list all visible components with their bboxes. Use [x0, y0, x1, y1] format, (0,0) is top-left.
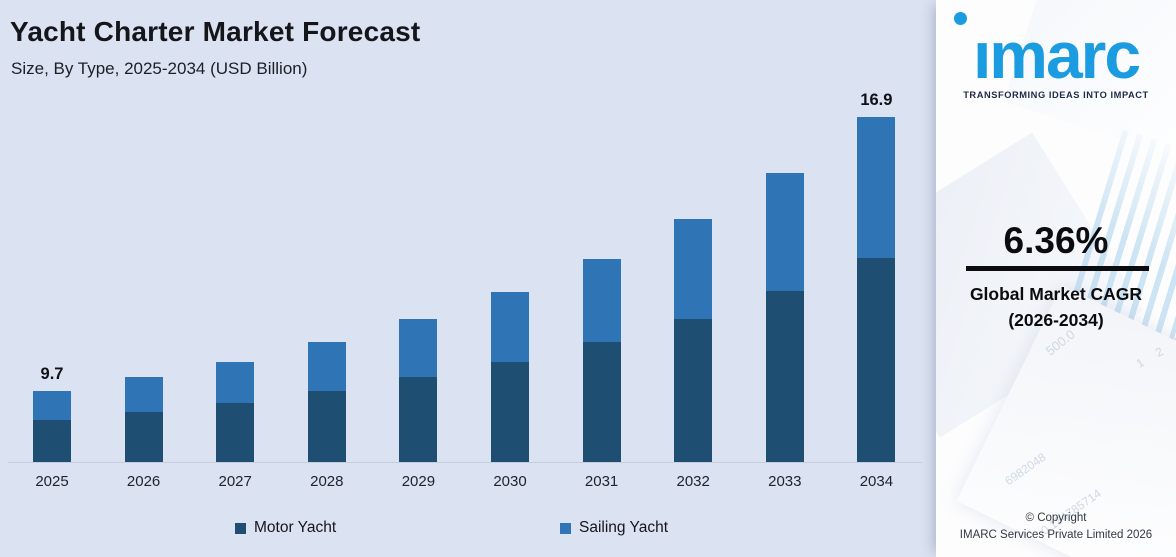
cagr-value: 6.36% [1003, 220, 1109, 261]
bar-2034-sailing-yacht-segment [857, 117, 896, 258]
x-axis-label-2031: 2031 [584, 473, 619, 490]
copyright-line1: © Copyright [1025, 512, 1087, 524]
bar-value-label-2025: 9.7 [40, 365, 64, 383]
sailing-yacht-swatch-icon [560, 522, 571, 534]
x-axis-label-2027: 2027 [218, 473, 252, 490]
bar-2025-motor-yacht-segment [33, 420, 71, 462]
x-axis-label-2029: 2029 [401, 473, 436, 490]
bar-value-label-2034: 16.9 [860, 91, 893, 109]
bar-2032-sailing-yacht-segment [674, 219, 713, 319]
bar-2029-sailing-yacht-segment [399, 319, 438, 377]
bar-2027-motor-yacht-segment [216, 403, 255, 462]
bar-2028-motor-yacht-segment [307, 391, 346, 462]
x-axis-label-2032: 2032 [676, 473, 710, 490]
legend-label: Sailing Yacht [579, 519, 669, 536]
bar-2030-sailing-yacht-segment [491, 292, 529, 362]
bar-2031-sailing-yacht-segment [582, 259, 621, 342]
bar-2033-sailing-yacht-segment [765, 173, 804, 291]
x-axis-label-2030: 2030 [493, 473, 527, 490]
bar-2028-sailing-yacht-segment [307, 342, 346, 391]
legend-item-motor-yacht: Motor Yacht [235, 519, 336, 537]
bar-2031-motor-yacht-segment [582, 342, 621, 462]
page-title: Yacht Charter Market Forecast [10, 16, 421, 47]
legend-label: Motor Yacht [254, 519, 337, 536]
x-axis-label-2026: 2026 [126, 473, 161, 490]
x-axis-label-2033: 2033 [768, 473, 802, 490]
x-axis-label-2028: 2028 [310, 473, 344, 490]
bar-2027-sailing-yacht-segment [216, 362, 255, 403]
bar-2029-motor-yacht-segment [399, 377, 438, 462]
bar-2033-motor-yacht-segment [765, 291, 804, 462]
x-axis-label-2025: 2025 [35, 473, 69, 490]
chart-plot: 2025 2026 2027 2028 2029 2030 2031 2032 2033 2034… [33, 91, 896, 490]
bar-2026-sailing-yacht-segment [124, 377, 163, 412]
cagr-label-line2: (2026-2034) [1008, 310, 1104, 330]
x-axis-label-2034: 2034 [859, 473, 894, 490]
bar-2025-sailing-yacht-segment [33, 391, 71, 420]
logo-tagline: TRANSFORMING IDEAS INTO IMPACT [963, 90, 1149, 100]
cagr-label-line1: Global Market CAGR [969, 284, 1143, 304]
logo-wordmark: ımarc [972, 18, 1141, 92]
motor-yacht-swatch-icon [235, 522, 246, 534]
bar-2034-motor-yacht-segment [857, 258, 896, 462]
legend-item-sailing-yacht: Sailing Yacht [560, 519, 668, 537]
chart-subtitle: Size, By Type, 2025-2034 (USD Billion) [11, 59, 308, 78]
bar-2032-motor-yacht-segment [674, 319, 713, 462]
copyright-line2: IMARC Services Private Limited 2026 [959, 529, 1153, 541]
x-axis-line [8, 462, 922, 463]
logo-dot-icon [954, 12, 967, 25]
bar-2026-motor-yacht-segment [124, 412, 163, 462]
bar-2030-motor-yacht-segment [491, 362, 529, 462]
cagr-underline [966, 266, 1149, 271]
brand-panel: 500.0 1 2 3 4 6982048 0.134785714 ımarc … [936, 0, 1176, 557]
chart-section: Yacht Charter Market Forecast Size, By T… [8, 16, 922, 537]
